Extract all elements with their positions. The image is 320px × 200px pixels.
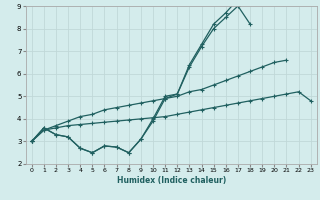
X-axis label: Humidex (Indice chaleur): Humidex (Indice chaleur) [116, 176, 226, 185]
